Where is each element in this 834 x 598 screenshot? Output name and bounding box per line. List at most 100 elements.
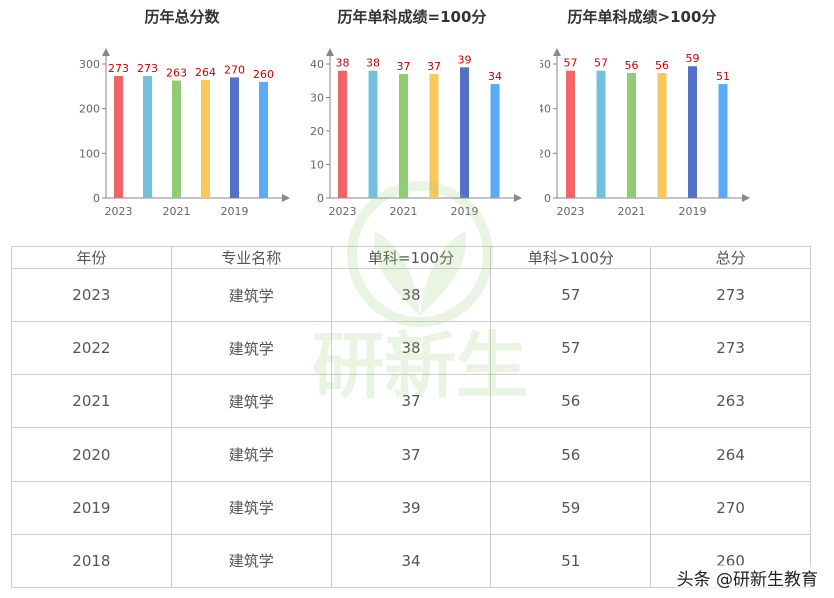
chart-total-score: 历年总分数 0 100 200 300 273 273 263 264 270 260 2023 202… (79, 8, 290, 218)
table-row: 2019 建筑学 39 59 270 (11, 480, 811, 535)
data-label: 270 (224, 63, 245, 76)
data-label: 59 (686, 52, 700, 65)
bar-2021 (172, 80, 181, 198)
chart-title: 历年单科成绩>100分 (568, 8, 717, 26)
header-single-equal-100: 单科=100分 (330, 246, 492, 269)
y-tick-label: 0 (317, 192, 324, 205)
y-tick-label: 20 (540, 147, 551, 160)
y-tick-label: 300 (79, 58, 100, 71)
table-row: 2018 建筑学 34 51 260 (11, 533, 811, 589)
cell-single-equal-100: 38 (330, 267, 492, 323)
cell-year: 2022 (11, 321, 172, 376)
table-row: 2021 建筑学 37 56 263 (11, 374, 811, 429)
y-tick-label: 20 (310, 125, 324, 138)
cell-single-equal-100: 37 (330, 374, 492, 429)
y-tick-label: 100 (79, 147, 100, 160)
data-label: 38 (366, 57, 380, 70)
bar-2021 (627, 72, 636, 198)
source-watermark: 头条 @研新生教育 (674, 565, 820, 590)
x-tick-label: 2023 (105, 205, 133, 218)
x-axis-arrow (282, 194, 290, 202)
bar-2023 (114, 76, 123, 198)
y-tick-label: 30 (310, 92, 324, 105)
y-tick-label: 60 (540, 58, 551, 71)
y-axis-arrow (326, 48, 334, 56)
header-single-over-100: 单科>100分 (490, 246, 652, 269)
cell-year: 2021 (11, 374, 172, 429)
cell-total: 273 (650, 267, 811, 323)
x-tick-label: 2019 (679, 205, 707, 218)
bar-2020 (429, 74, 439, 198)
cell-single-equal-100: 34 (330, 533, 492, 589)
data-label: 34 (488, 70, 502, 83)
cell-single-over-100: 57 (490, 321, 652, 376)
table-row: 2022 建筑学 38 57 273 (11, 321, 811, 376)
cell-single-equal-100: 37 (330, 427, 492, 482)
bar-2020 (657, 72, 667, 198)
cell-year: 2018 (11, 533, 172, 589)
chart-title: 历年单科成绩=100分 (338, 8, 487, 26)
data-label: 273 (108, 62, 129, 75)
table-row: 2020 建筑学 37 56 264 (11, 427, 811, 482)
cell-single-over-100: 56 (490, 427, 652, 482)
y-tick-label: 40 (540, 103, 551, 116)
cell-year: 2023 (11, 267, 172, 323)
data-label: 39 (458, 53, 472, 66)
chart-title: 历年总分数 (144, 8, 220, 26)
data-label: 37 (397, 60, 411, 73)
chart-single-over-100: 历年单科成绩>100分 0 20 40 60 57 57 56 56 59 51 2023 2021 20… (540, 8, 750, 218)
cell-single-equal-100: 39 (330, 480, 492, 535)
cell-major: 建筑学 (170, 533, 332, 589)
bar-2019 (688, 66, 697, 198)
bar-2021 (399, 74, 408, 198)
data-label: 56 (655, 59, 669, 72)
data-label: 263 (166, 67, 187, 80)
y-tick-label: 40 (310, 58, 324, 71)
cell-major: 建筑学 (170, 267, 332, 323)
y-axis-arrow (102, 48, 110, 56)
data-label: 273 (137, 62, 158, 75)
x-tick-label: 2023 (329, 205, 357, 218)
cell-total: 273 (650, 321, 811, 376)
bar-2018 (718, 84, 728, 198)
cell-single-equal-100: 38 (330, 321, 492, 376)
cell-single-over-100: 59 (490, 480, 652, 535)
bar-2018 (490, 84, 500, 198)
cell-total: 263 (650, 374, 811, 429)
bar-2023 (566, 70, 575, 198)
cell-major: 建筑学 (170, 321, 332, 376)
header-major: 专业名称 (170, 246, 332, 269)
data-label: 57 (564, 57, 578, 70)
header-year: 年份 (11, 246, 172, 269)
y-tick-label: 200 (79, 103, 100, 116)
x-tick-label: 2019 (451, 205, 479, 218)
table-header-row: 年份 专业名称 单科=100分 单科>100分 总分 (11, 246, 811, 269)
cell-total: 270 (650, 480, 811, 535)
cell-year: 2020 (11, 427, 172, 482)
cell-single-over-100: 56 (490, 374, 652, 429)
x-axis-arrow (514, 194, 522, 202)
bar-2022 (368, 70, 378, 198)
x-tick-label: 2023 (557, 205, 585, 218)
cell-major: 建筑学 (170, 427, 332, 482)
cell-total: 264 (650, 427, 811, 482)
header-total: 总分 (650, 246, 811, 269)
bar-2018 (259, 81, 268, 198)
data-label: 56 (625, 59, 639, 72)
bar-2020 (201, 80, 210, 198)
bar-2019 (230, 77, 239, 198)
cell-single-over-100: 51 (490, 533, 652, 589)
x-tick-label: 2021 (390, 205, 418, 218)
data-label: 264 (195, 66, 216, 79)
table-row: 2023 建筑学 38 57 273 (11, 267, 811, 323)
bar-2023 (338, 70, 347, 198)
bar-2019 (460, 67, 469, 198)
cell-single-over-100: 57 (490, 267, 652, 323)
data-label: 37 (427, 60, 441, 73)
y-tick-label: 10 (310, 159, 324, 172)
bar-2022 (143, 76, 152, 198)
data-label: 57 (594, 57, 608, 70)
cell-major: 建筑学 (170, 480, 332, 535)
x-tick-label: 2019 (221, 205, 249, 218)
chart-single-equal-100: 历年单科成绩=100分 0 10 20 30 40 38 38 37 37 39 34 2023 2021… (310, 8, 522, 218)
